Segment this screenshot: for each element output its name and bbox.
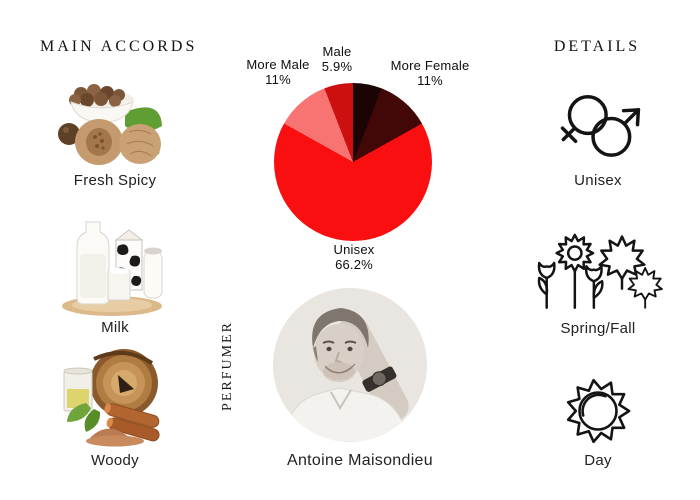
seasons-icon: [537, 233, 663, 309]
pie-label-more-female: More Female 11%: [385, 58, 475, 88]
pie-label-more-female-name: More Female: [390, 58, 470, 73]
detail-label-spring-fall: Spring/Fall: [560, 320, 636, 337]
accord-label-fresh-spicy: Fresh Spicy: [73, 172, 157, 189]
perfumer-section-label: PERFUMER: [220, 321, 235, 411]
pie-label-more-male: More Male 11%: [233, 57, 323, 87]
pie-label-unisex-name: Unisex: [333, 242, 375, 257]
pie-label-more-female-pct: 11%: [417, 73, 443, 88]
milk-illustration: [62, 221, 163, 316]
detail-label-unisex: Unisex: [574, 172, 622, 189]
male-female-circles-icon: [560, 94, 641, 157]
wood-and-spices-photo: [60, 345, 165, 447]
main-accords-title: MAIN ACCORDS: [40, 38, 198, 55]
sun-icon: [561, 372, 635, 450]
flowers-and-maple-leaves-icon: [528, 220, 668, 316]
pie-label-male-name: Male: [322, 44, 352, 59]
nutmeg-seeds-photo: [57, 84, 167, 170]
gender-pie-chart: [274, 83, 432, 241]
accord-label-milk: Milk: [101, 319, 129, 336]
woody-illustration: [63, 349, 160, 447]
portrait-illustration: [273, 288, 427, 442]
sun-with-rays-icon: [566, 378, 631, 444]
pie-label-male: Male 5.9%: [292, 44, 382, 74]
details-title: DETAILS: [553, 38, 641, 55]
milk-bottles-photo: [60, 218, 165, 318]
pie-label-more-male-name: More Male: [246, 57, 310, 72]
accord-label-woody: Woody: [91, 452, 139, 469]
pie-label-unisex: Unisex 66.2%: [294, 242, 414, 272]
nutmeg-illustration: [58, 84, 162, 165]
unisex-gender-symbols-icon: [556, 88, 644, 170]
pie-label-male-pct: 5.9%: [321, 59, 353, 74]
detail-label-day: Day: [584, 452, 612, 469]
pie-label-more-male-pct: 11%: [265, 72, 291, 87]
perfumer-portrait-photo: [273, 288, 427, 442]
pie-label-unisex-pct: 66.2%: [335, 257, 373, 272]
perfumer-name: Antoine Maisondieu: [287, 452, 433, 469]
